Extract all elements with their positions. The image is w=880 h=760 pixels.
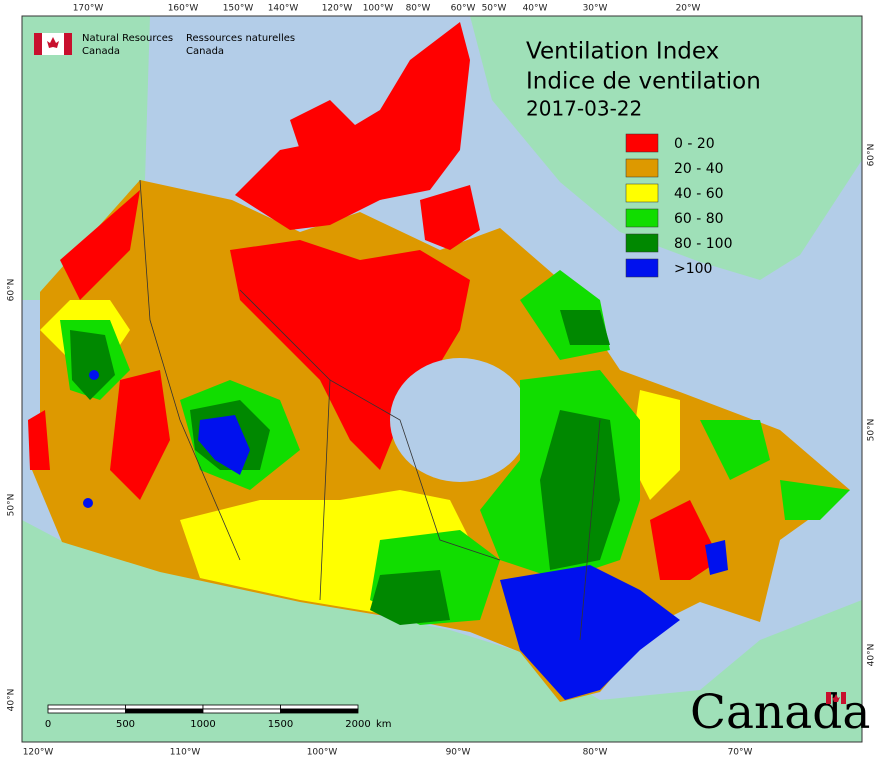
scale-tick-label: 0 xyxy=(45,719,51,730)
agency-en: Natural Resources xyxy=(82,33,173,44)
scale-segment xyxy=(47,704,126,710)
legend-swatch xyxy=(625,183,659,203)
scale-segment xyxy=(280,704,359,710)
longitude-label: 40°W xyxy=(523,4,548,14)
scale-tick-label: 500 xyxy=(116,719,135,730)
longitude-label: 30°W xyxy=(583,4,608,14)
scale-segment xyxy=(280,708,359,714)
agency-fr: Ressources naturelles xyxy=(186,33,295,44)
legend-label: 20 - 40 xyxy=(674,161,724,177)
latitude-label: 40°N xyxy=(867,644,877,667)
legend-swatch xyxy=(625,208,659,228)
longitude-label: 120°W xyxy=(322,4,353,14)
latitude-label: 40°N xyxy=(7,689,17,712)
scale-tick-label: 1000 xyxy=(190,719,215,730)
longitude-label: 50°W xyxy=(482,4,507,14)
longitude-label: 120°W xyxy=(23,748,54,758)
longitude-label: 100°W xyxy=(307,748,338,758)
longitude-label: 160°W xyxy=(168,4,199,14)
title: Indice de ventilation xyxy=(526,69,761,95)
scale-segment xyxy=(202,704,281,710)
title: Ventilation Index xyxy=(526,39,719,65)
scale-segment xyxy=(202,708,281,714)
wordmark: Canada xyxy=(690,685,870,740)
longitude-label: 80°W xyxy=(583,748,608,758)
latitude-label: 50°N xyxy=(7,494,17,517)
legend-label: 0 - 20 xyxy=(674,136,715,152)
longitude-label: 100°W xyxy=(363,4,394,14)
agency-en: Canada xyxy=(82,46,120,57)
scale-tick-label: 2000 xyxy=(345,719,370,730)
latitude-label: 50°N xyxy=(867,419,877,442)
legend-swatch xyxy=(625,258,659,278)
longitude-label: 70°W xyxy=(728,748,753,758)
scale-tick-label: 1500 xyxy=(268,719,293,730)
latitude-label: 60°N xyxy=(867,144,877,167)
scale-segment xyxy=(47,708,126,714)
longitude-label: 60°W xyxy=(451,4,476,14)
agency-fr: Canada xyxy=(186,46,224,57)
longitude-label: 80°W xyxy=(406,4,431,14)
legend-label: >100 xyxy=(674,261,712,277)
latitude-label: 60°N xyxy=(7,279,17,302)
scale-unit: km xyxy=(376,719,392,730)
date: 2017-03-22 xyxy=(526,97,642,121)
longitude-label: 170°W xyxy=(73,4,104,14)
legend-label: 60 - 80 xyxy=(674,211,724,227)
legend-swatch xyxy=(625,133,659,153)
wordmark-flag xyxy=(826,692,846,704)
scale-segment xyxy=(125,704,204,710)
longitude-label: 90°W xyxy=(446,748,471,758)
legend-label: 40 - 60 xyxy=(674,186,724,202)
legend-label: 80 - 100 xyxy=(674,236,733,252)
longitude-label: 140°W xyxy=(268,4,299,14)
longitude-label: 20°W xyxy=(676,4,701,14)
scale-segment xyxy=(125,708,204,714)
longitude-label: 110°W xyxy=(170,748,201,758)
agency-logo xyxy=(34,33,72,55)
legend-swatch xyxy=(625,233,659,253)
longitude-label: 150°W xyxy=(223,4,254,14)
legend-swatch xyxy=(625,158,659,178)
basemap xyxy=(21,15,863,743)
